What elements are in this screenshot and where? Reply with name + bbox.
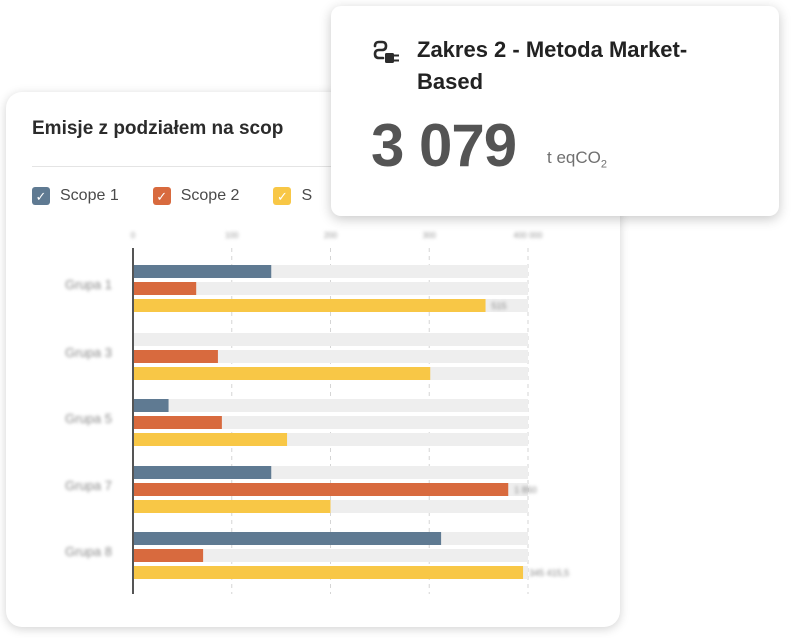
summary-value: 3 079 bbox=[371, 112, 517, 179]
summary-unit: t eqCO2 bbox=[547, 148, 607, 171]
checkbox-checked-icon[interactable]: ✓ bbox=[32, 187, 50, 205]
legend-item-scope-1[interactable]: ✓ Scope 1 bbox=[32, 187, 119, 205]
divider bbox=[32, 166, 560, 167]
legend-label: S bbox=[301, 187, 313, 204]
card-title: Emisje z podziałem na scop bbox=[32, 118, 284, 139]
legend: ✓ Scope 1 ✓ Scope 2 ✓ S bbox=[32, 187, 312, 205]
scope2-summary-card: Zakres 2 - Metoda Market-Based 3 079 t e… bbox=[331, 6, 779, 216]
legend-item-scope-3[interactable]: ✓ S bbox=[273, 187, 312, 205]
legend-label: Scope 2 bbox=[180, 187, 240, 204]
legend-label: Scope 1 bbox=[60, 187, 119, 204]
checkbox-checked-icon[interactable]: ✓ bbox=[152, 187, 171, 205]
summary-title: Zakres 2 - Metoda Market-Based bbox=[417, 37, 688, 94]
checkbox-checked-icon[interactable]: ✓ bbox=[273, 187, 292, 205]
plug-icon bbox=[373, 40, 399, 63]
legend-item-scope-2[interactable]: ✓ Scope 2 bbox=[152, 187, 240, 205]
